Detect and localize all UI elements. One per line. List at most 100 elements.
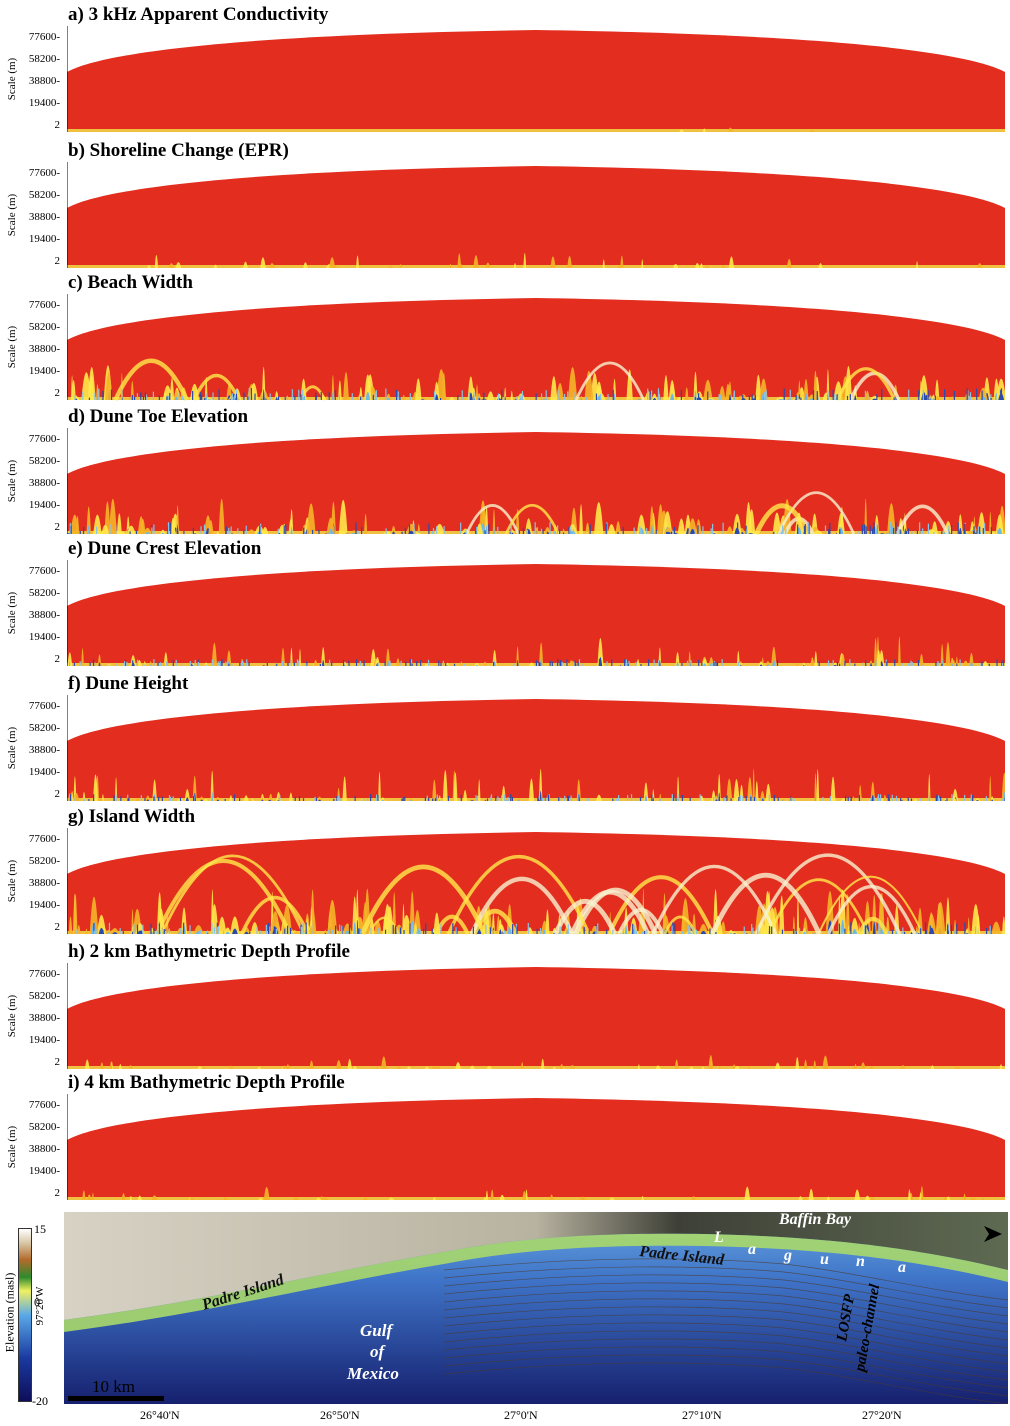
base-noise — [944, 389, 946, 400]
base-noise — [476, 526, 478, 534]
power-spike — [72, 395, 79, 400]
low-power-core — [232, 928, 238, 934]
base-noise — [140, 795, 142, 801]
power-spike — [399, 264, 402, 268]
base-noise — [922, 389, 924, 400]
power-spike — [702, 128, 706, 132]
power-spike — [920, 663, 924, 666]
base-noise — [127, 794, 129, 801]
power-spike — [977, 263, 983, 268]
power-spike — [816, 769, 820, 801]
power-spike — [943, 1197, 948, 1200]
base-noise — [166, 396, 168, 400]
base-noise — [567, 924, 569, 934]
power-spike — [208, 519, 214, 534]
y-tick-label: 38800- — [28, 75, 60, 87]
low-power-core — [918, 932, 920, 934]
power-spike — [176, 505, 179, 534]
base-noise — [169, 796, 171, 801]
base-noise — [897, 526, 899, 534]
power-spike — [739, 661, 743, 666]
base-noise — [158, 797, 160, 801]
power-arch — [553, 899, 618, 936]
low-power-core — [262, 389, 265, 400]
base-noise — [334, 390, 336, 400]
base-noise — [399, 396, 401, 400]
low-power-core — [748, 533, 754, 534]
base-noise — [908, 389, 910, 400]
power-spike — [457, 253, 462, 268]
cone-of-influence — [67, 1098, 1005, 1200]
base-noise — [121, 388, 123, 400]
base-noise — [587, 798, 589, 801]
low-power-core — [211, 791, 214, 801]
base-noise — [757, 927, 759, 934]
base-noise — [213, 927, 216, 934]
low-power-core — [351, 532, 357, 534]
base-noise — [547, 794, 550, 801]
contour-line — [443, 1322, 1008, 1365]
base-noise — [822, 797, 824, 801]
base-noise — [877, 796, 879, 801]
power-spike — [779, 895, 785, 934]
base-noise — [476, 795, 479, 801]
power-spike — [406, 1066, 411, 1069]
power-spike — [383, 531, 392, 534]
power-spike — [347, 1058, 352, 1069]
low-power-core — [804, 393, 808, 400]
base-noise — [624, 659, 626, 666]
base-noise — [329, 531, 331, 534]
power-spike — [77, 397, 80, 400]
base-noise — [142, 924, 144, 934]
base-noise — [488, 524, 490, 534]
power-spike — [388, 265, 393, 268]
base-noise — [385, 388, 387, 400]
base-noise — [179, 797, 182, 801]
power-spike — [544, 531, 548, 534]
power-spike — [343, 371, 349, 400]
low-power-core — [782, 800, 784, 801]
power-spike — [137, 1195, 142, 1200]
power-spike — [808, 1188, 814, 1200]
base-noise — [431, 928, 433, 934]
power-spike — [744, 1186, 751, 1200]
contour-line — [443, 1330, 1008, 1373]
base-noise — [996, 659, 998, 666]
power-spike — [73, 894, 78, 934]
base-noise — [150, 923, 152, 934]
base-noise — [941, 663, 943, 666]
base-noise — [1001, 662, 1003, 666]
base-noise — [266, 662, 268, 666]
base-noise — [803, 526, 806, 534]
base-noise — [566, 659, 568, 666]
y-tick-label: 2 — [54, 921, 61, 933]
power-spike — [432, 779, 437, 801]
base-noise — [957, 522, 959, 534]
low-power-core — [161, 532, 165, 534]
base-noise — [577, 661, 579, 666]
base-noise — [370, 927, 372, 934]
base-noise — [102, 390, 104, 400]
power-spike — [492, 929, 495, 934]
north-arrow-icon — [984, 1226, 1002, 1242]
power-spike — [516, 798, 521, 801]
low-power-core — [659, 798, 661, 801]
power-spike — [802, 1197, 808, 1200]
base-noise — [881, 388, 883, 400]
base-noise — [829, 526, 831, 534]
base-noise — [168, 397, 170, 400]
power-arch — [360, 864, 487, 935]
power-spike — [655, 1065, 661, 1069]
base-noise — [277, 396, 280, 400]
base-noise — [752, 927, 754, 934]
base-noise — [303, 527, 305, 534]
base-noise — [199, 392, 201, 400]
base-noise — [277, 528, 279, 534]
base-noise — [605, 523, 607, 534]
power-spike — [569, 1065, 575, 1069]
low-power-core — [324, 932, 327, 934]
base-noise — [145, 394, 147, 400]
base-noise — [715, 931, 717, 934]
base-noise — [985, 796, 987, 801]
low-power-core — [652, 397, 657, 400]
